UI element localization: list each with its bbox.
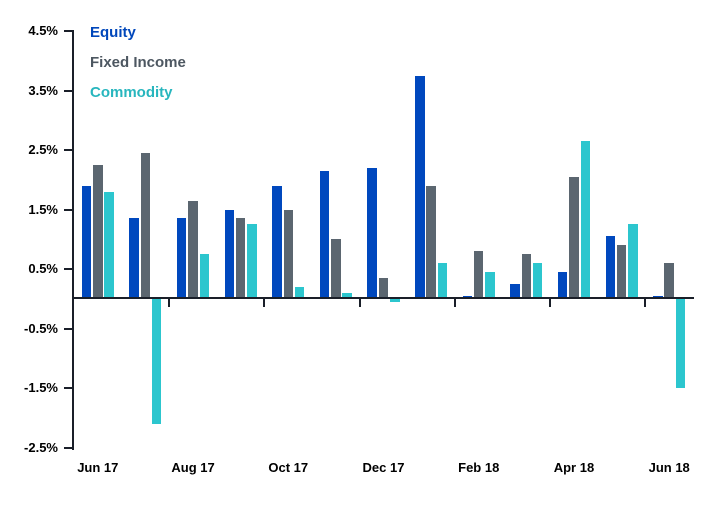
y-axis-tick [64,387,73,389]
y-axis-tick [64,208,73,211]
bar-commodity-dec-17 [390,298,400,302]
y-axis-tick [64,30,73,32]
y-axis-tick [64,268,73,270]
bar-commodity-feb-18 [485,271,495,299]
bar-equity-jul-17 [129,218,139,299]
bar-commodity-sep-17 [247,224,257,299]
bar-fixed-income-may-18 [616,245,627,299]
bar-equity-may-18 [605,236,616,299]
bar-fixed-income-jan-18 [426,185,436,299]
bar-fixed-income-nov-17 [331,239,341,299]
legend-item-commodity: Commodity [90,84,173,101]
x-axis-tick [358,298,361,307]
bar-commodity-jun-18 [675,298,686,388]
bar-commodity-mar-18 [532,263,543,299]
bar-fixed-income-dec-17 [378,277,389,299]
bar-equity-aug-17 [176,218,187,299]
x-axis-tick [644,298,647,307]
x-axis-tick [453,298,456,307]
y-axis-label: 2.5% [28,142,58,157]
y-axis-label: 1.5% [28,201,58,217]
bar-commodity-jan-18 [437,263,448,299]
x-axis-label: Jun 18 [648,460,690,475]
bar-fixed-income-apr-18 [569,176,579,299]
bar-fixed-income-jul-17 [140,152,151,299]
x-axis-tick [549,298,552,307]
x-axis-label: Oct 17 [268,460,309,475]
chart-legend: Equity Fixed Income Commodity [90,24,186,114]
y-axis-label: -2.5% [24,439,58,455]
bar-equity-sep-17 [224,209,235,299]
y-axis-tick [64,89,73,92]
y-axis-label: -0.5% [24,320,58,336]
bar-equity-mar-18 [510,283,520,299]
y-axis-label: -1.5% [24,380,58,395]
y-axis-tick [64,149,73,151]
legend-item-equity: Equity [90,24,136,41]
bar-fixed-income-jun-18 [664,263,674,299]
y-axis-tick [64,327,73,330]
bar-commodity-oct-17 [294,286,305,299]
bar-commodity-jul-17 [151,298,162,424]
x-axis-label: Apr 18 [553,460,595,475]
bar-fixed-income-jun-17 [93,164,103,299]
bar-equity-dec-17 [367,167,377,299]
x-axis-label: Dec 17 [362,460,405,475]
x-axis-tick [263,298,266,307]
bar-equity-nov-17 [319,170,330,299]
y-axis-line [72,30,74,450]
x-axis-tick [168,298,171,307]
x-axis-line [72,297,694,300]
bar-fixed-income-feb-18 [473,251,484,299]
bar-fixed-income-aug-17 [188,200,198,299]
bar-fixed-income-mar-18 [521,254,532,299]
bar-commodity-nov-17 [342,292,352,299]
y-axis-label: 4.5% [28,23,58,38]
bar-fixed-income-sep-17 [235,218,246,299]
bar-equity-oct-17 [272,185,282,299]
x-axis-label: Jun 17 [77,460,119,475]
bar-equity-jan-18 [415,75,425,299]
bar-commodity-may-18 [628,224,638,299]
bar-equity-apr-18 [557,271,568,299]
legend-item-fixed-income: Fixed Income [90,54,186,71]
x-axis-label: Aug 17 [171,460,215,475]
bar-commodity-jun-17 [104,191,114,299]
x-axis-label: Feb 18 [458,460,500,475]
y-axis-label: 3.5% [28,82,58,98]
bar-commodity-apr-18 [580,141,590,299]
bar-fixed-income-oct-17 [283,209,294,299]
y-axis-label: 0.5% [28,261,58,276]
bar-commodity-aug-17 [199,254,210,299]
y-axis-tick [64,446,73,449]
bar-equity-jun-17 [81,185,92,299]
